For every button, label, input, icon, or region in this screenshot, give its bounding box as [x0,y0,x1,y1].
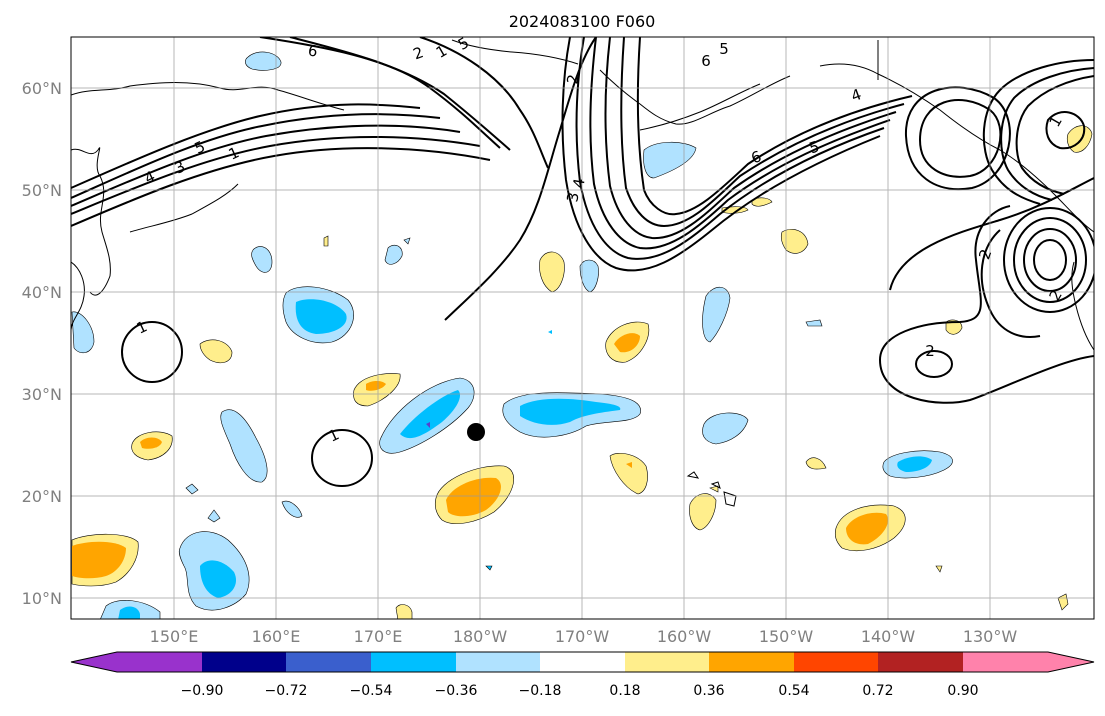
colorbar-segment [963,652,1048,672]
lon-tick-label: 170°W [555,627,610,646]
storm-center-marker [467,423,485,441]
lat-tick-label: 30°N [22,385,62,404]
colorbar-segment [540,652,625,672]
colorbar-labels: −0.90 −0.72 −0.54 −0.36 −0.18 0.18 0.36 … [181,683,979,699]
contour-label: 2 [925,342,935,360]
colorbar-segment [794,652,878,672]
latitude-labels: 60°N 50°N 40°N 30°N 20°N 10°N [22,79,62,608]
longitude-labels: 150°E 160°E 170°E 180°W 170°W 160°W 150°… [150,627,1018,646]
lat-tick-label: 60°N [22,79,62,98]
colorbar-extend-low [71,652,117,672]
colorbar-tick-label: −0.36 [435,683,478,699]
contour-lines [71,37,1094,487]
colorbar-tick-label: 0.54 [778,683,809,699]
colorbar-tick-label: −0.54 [350,683,393,699]
colorbar-tick-label: 0.18 [609,683,640,699]
negative-anomaly-shading [71,51,953,619]
colorbar-tick-label: −0.18 [519,683,562,699]
map-title: 2024083100 F060 [509,12,656,31]
lon-tick-label: 150°W [759,627,814,646]
colorbar-tick-label: 0.72 [862,683,893,699]
lon-tick-label: 160°E [252,627,301,646]
lon-tick-label: 140°W [861,627,916,646]
colorbar-segments [71,652,1094,672]
contour-label: 5 [719,40,729,58]
positive-anomaly-shading [71,125,1093,619]
colorbar-segment [625,652,709,672]
colorbar-segment [709,652,794,672]
colorbar-segment [878,652,963,672]
colorbar-tick-label: 0.90 [947,683,978,699]
map-frame [70,36,1095,620]
lon-tick-label: 160°W [657,627,712,646]
contour-label: 6 [701,52,711,70]
contour-label: 2 [563,73,582,86]
lon-tick-label: 170°E [354,627,403,646]
colorbar: −0.90 −0.72 −0.54 −0.36 −0.18 0.18 0.36 … [70,651,1095,699]
contour-label: 4 [569,177,588,190]
lon-tick-label: 130°W [963,627,1018,646]
lon-tick-label: 150°E [150,627,199,646]
colorbar-segment [117,652,202,672]
colorbar-segment [371,652,456,672]
colorbar-extend-high [1048,652,1094,672]
colorbar-tick-label: 0.36 [693,683,724,699]
colorbar-tick-label: −0.90 [181,683,224,699]
lat-tick-label: 20°N [22,487,62,506]
contour-label: 6 [307,41,320,60]
colorbar-outline [70,651,1095,673]
colorbar-segment [286,652,371,672]
gridlines [71,37,1094,619]
lat-tick-label: 40°N [22,283,62,302]
colorbar-segment [202,652,286,672]
colorbar-tick-label: −0.72 [265,683,308,699]
contour-label: 3 [563,191,582,204]
lon-tick-label: 180°W [453,627,508,646]
lat-tick-label: 10°N [22,589,62,608]
colorbar-segment [456,652,540,672]
lat-tick-label: 50°N [22,181,62,200]
